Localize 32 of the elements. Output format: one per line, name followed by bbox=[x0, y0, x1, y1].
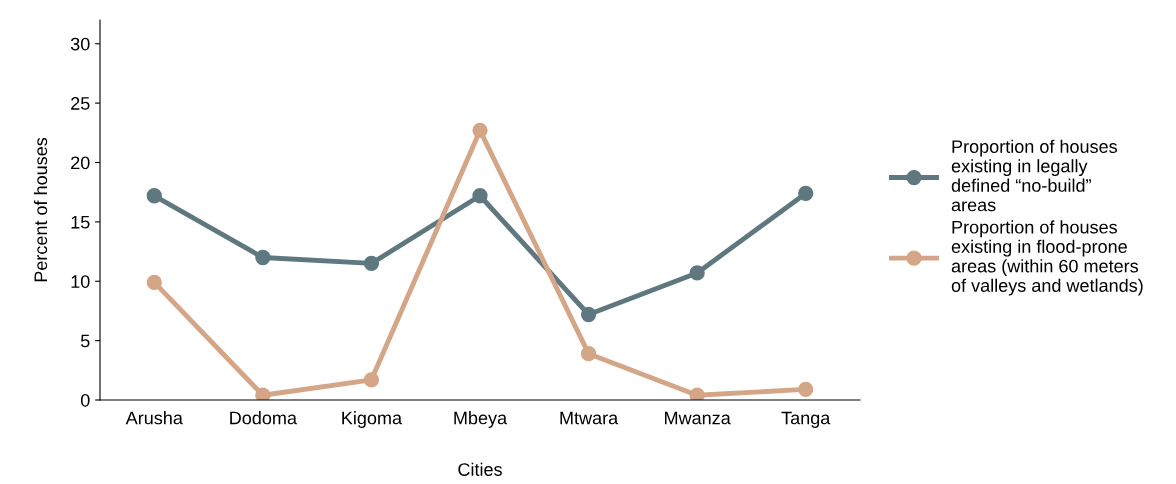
x-tick-label: Mwanza bbox=[665, 411, 731, 425]
point bbox=[472, 188, 488, 204]
point bbox=[472, 122, 488, 139]
point bbox=[255, 249, 271, 266]
y-tick-label: 25 bbox=[71, 97, 90, 110]
x-tick-label: Arusha bbox=[125, 411, 183, 425]
point bbox=[580, 346, 597, 362]
x-axis-title: Cities bbox=[458, 462, 502, 476]
point bbox=[689, 265, 705, 281]
y-tick-label: 20 bbox=[71, 156, 90, 170]
x-tick-label: Tanga bbox=[781, 411, 831, 428]
point bbox=[363, 255, 380, 272]
point bbox=[798, 381, 814, 397]
x-tick-label: Mtwara bbox=[560, 411, 619, 425]
point bbox=[798, 185, 814, 202]
point bbox=[146, 188, 162, 204]
point bbox=[363, 372, 380, 388]
point bbox=[146, 274, 162, 291]
point bbox=[580, 306, 597, 323]
y-tick-label: 15 bbox=[71, 216, 90, 229]
legend-label: Proportion of houses existing in flood-prone areas (within 60 meters of valleys and wetlands) bbox=[951, 220, 1143, 296]
y-tick-label: 10 bbox=[71, 275, 90, 288]
y-tick-label: 30 bbox=[70, 37, 90, 51]
x-tick-label: Dodoma bbox=[230, 411, 297, 425]
y-tick-label: 0 bbox=[80, 393, 90, 407]
x-tick-label: Mbeya bbox=[454, 411, 508, 428]
x-tick-label: Kigoma bbox=[342, 411, 403, 428]
y-tick-label: 5 bbox=[80, 334, 90, 348]
y-axis-title: Percent of houses bbox=[33, 137, 48, 282]
point bbox=[689, 387, 705, 400]
point bbox=[255, 387, 271, 400]
legend-label: Proportion of houses existing in legally defined “no-build” areas bbox=[951, 139, 1117, 212]
